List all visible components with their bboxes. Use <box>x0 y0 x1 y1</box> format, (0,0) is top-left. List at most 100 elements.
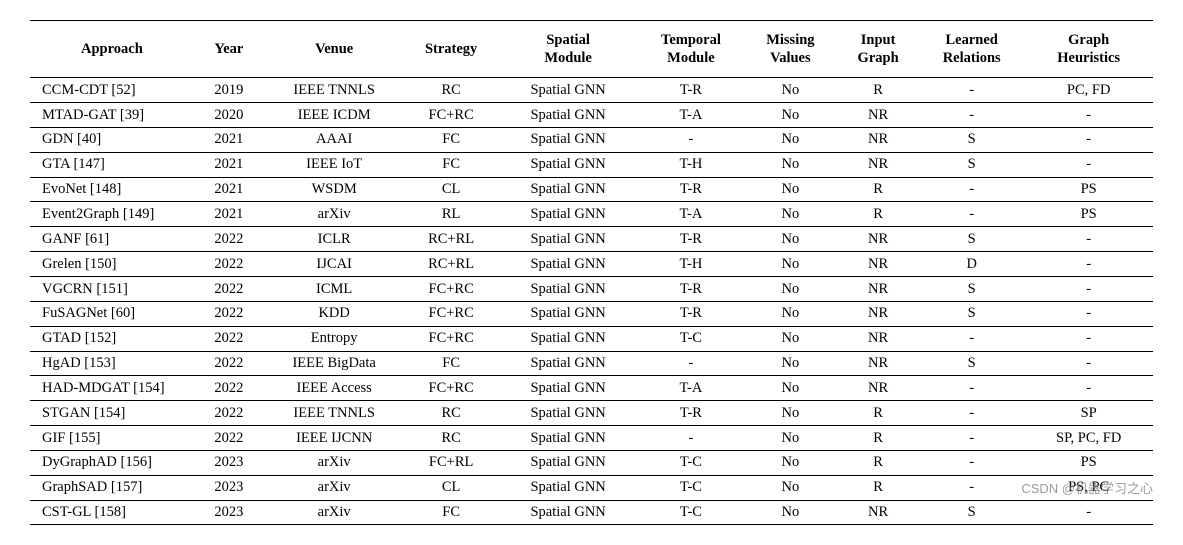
table-cell: T-C <box>638 326 743 351</box>
table-cell: T-R <box>638 227 743 252</box>
table-cell: FC+RC <box>404 326 498 351</box>
table-cell: No <box>744 401 838 426</box>
table-cell: FC+RC <box>404 103 498 128</box>
table-cell: No <box>744 177 838 202</box>
table-row: CST-GL [158]2023arXivFCSpatial GNNT-CNoN… <box>30 500 1153 525</box>
table-cell: Grelen [150] <box>30 252 194 277</box>
table-cell: - <box>1024 500 1153 525</box>
table-cell: VGCRN [151] <box>30 277 194 302</box>
table-cell: 2023 <box>194 500 264 525</box>
table-cell: 2023 <box>194 450 264 475</box>
table-cell: R <box>837 202 919 227</box>
column-header: Strategy <box>404 21 498 78</box>
table-cell: - <box>638 127 743 152</box>
table-cell: S <box>919 351 1024 376</box>
table-cell: NR <box>837 152 919 177</box>
table-cell: - <box>919 401 1024 426</box>
table-cell: T-R <box>638 301 743 326</box>
table-cell: NR <box>837 376 919 401</box>
table-cell: NR <box>837 252 919 277</box>
table-cell: No <box>744 376 838 401</box>
table-cell: 2021 <box>194 177 264 202</box>
table-cell: Spatial GNN <box>498 227 638 252</box>
table-cell: T-A <box>638 376 743 401</box>
table-cell: KDD <box>264 301 404 326</box>
table-row: CCM-CDT [52]2019IEEE TNNLSRCSpatial GNNT… <box>30 78 1153 103</box>
table-cell: No <box>744 227 838 252</box>
table-cell: - <box>919 78 1024 103</box>
table-cell: CL <box>404 177 498 202</box>
table-cell: FC <box>404 500 498 525</box>
table-cell: No <box>744 152 838 177</box>
watermark-text: CSDN @机器学习之心 <box>1021 478 1153 497</box>
table-cell: - <box>919 326 1024 351</box>
table-cell: FC <box>404 152 498 177</box>
table-cell: No <box>744 277 838 302</box>
table-cell: S <box>919 152 1024 177</box>
table-row: VGCRN [151]2022ICMLFC+RCSpatial GNNT-RNo… <box>30 277 1153 302</box>
table-cell: - <box>1024 301 1153 326</box>
table-cell: - <box>919 202 1024 227</box>
table-cell: - <box>1024 127 1153 152</box>
table-row: MTAD-GAT [39]2020IEEE ICDMFC+RCSpatial G… <box>30 103 1153 128</box>
column-header: GraphHeuristics <box>1024 21 1153 78</box>
table-row: HgAD [153]2022IEEE BigDataFCSpatial GNN-… <box>30 351 1153 376</box>
table-cell: RC+RL <box>404 252 498 277</box>
table-cell: 2022 <box>194 376 264 401</box>
table-cell: R <box>837 426 919 451</box>
table-cell: IEEE TNNLS <box>264 78 404 103</box>
table-cell: GraphSAD [157] <box>30 475 194 500</box>
table-cell: 2021 <box>194 202 264 227</box>
table-cell: AAAI <box>264 127 404 152</box>
table-cell: T-A <box>638 202 743 227</box>
table-cell: 2023 <box>194 475 264 500</box>
table-row: Grelen [150]2022IJCAIRC+RLSpatial GNNT-H… <box>30 252 1153 277</box>
table-cell: DyGraphAD [156] <box>30 450 194 475</box>
column-header: InputGraph <box>837 21 919 78</box>
table-cell: Spatial GNN <box>498 326 638 351</box>
column-header: MissingValues <box>744 21 838 78</box>
table-cell: No <box>744 426 838 451</box>
table-row: HAD-MDGAT [154]2022IEEE AccessFC+RCSpati… <box>30 376 1153 401</box>
table-cell: IEEE ICDM <box>264 103 404 128</box>
table-cell: WSDM <box>264 177 404 202</box>
table-cell: Spatial GNN <box>498 277 638 302</box>
table-cell: - <box>638 426 743 451</box>
table-cell: Spatial GNN <box>498 78 638 103</box>
table-cell: No <box>744 301 838 326</box>
table-cell: No <box>744 450 838 475</box>
table-cell: S <box>919 301 1024 326</box>
table-cell: S <box>919 500 1024 525</box>
table-cell: T-C <box>638 450 743 475</box>
table-cell: 2022 <box>194 301 264 326</box>
table-cell: R <box>837 475 919 500</box>
table-cell: CL <box>404 475 498 500</box>
table-cell: FC+RC <box>404 376 498 401</box>
table-row: STGAN [154]2022IEEE TNNLSRCSpatial GNNT-… <box>30 401 1153 426</box>
table-cell: - <box>1024 252 1153 277</box>
table-cell: Spatial GNN <box>498 351 638 376</box>
table-cell: - <box>1024 326 1153 351</box>
table-cell: 2019 <box>194 78 264 103</box>
table-cell: 2021 <box>194 127 264 152</box>
table-cell: Spatial GNN <box>498 450 638 475</box>
table-cell: - <box>1024 376 1153 401</box>
table-cell: NR <box>837 326 919 351</box>
comparison-table-container: ApproachYearVenueStrategySpatialModuleTe… <box>30 20 1153 525</box>
table-cell: Spatial GNN <box>498 376 638 401</box>
table-body: CCM-CDT [52]2019IEEE TNNLSRCSpatial GNNT… <box>30 78 1153 525</box>
table-cell: T-A <box>638 103 743 128</box>
table-cell: T-H <box>638 252 743 277</box>
table-cell: No <box>744 500 838 525</box>
table-cell: STGAN [154] <box>30 401 194 426</box>
table-cell: Entropy <box>264 326 404 351</box>
table-cell: R <box>837 177 919 202</box>
table-row: FuSAGNet [60]2022KDDFC+RCSpatial GNNT-RN… <box>30 301 1153 326</box>
table-cell: 2022 <box>194 326 264 351</box>
table-cell: HgAD [153] <box>30 351 194 376</box>
table-cell: - <box>919 103 1024 128</box>
table-header: ApproachYearVenueStrategySpatialModuleTe… <box>30 21 1153 78</box>
table-cell: Spatial GNN <box>498 475 638 500</box>
table-cell: Spatial GNN <box>498 202 638 227</box>
table-cell: No <box>744 252 838 277</box>
